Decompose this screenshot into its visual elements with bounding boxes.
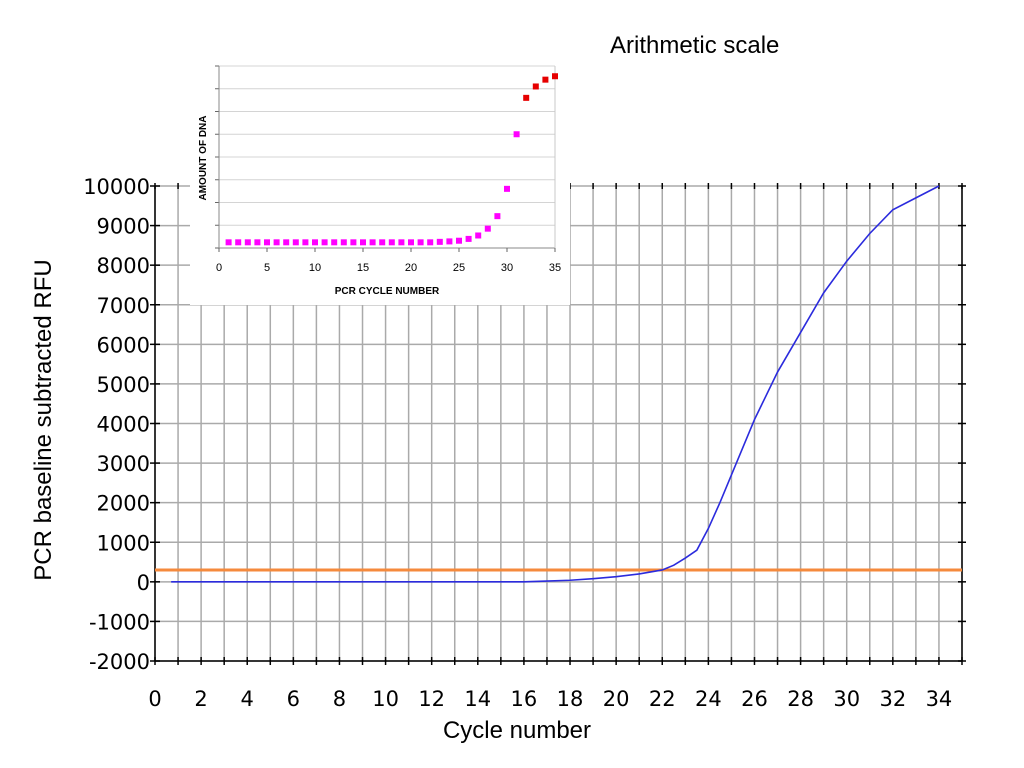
inset-point — [340, 239, 347, 246]
inset-point — [484, 225, 491, 232]
main-x-tick-label: 28 — [787, 687, 814, 711]
main-x-tick-label: 26 — [741, 687, 768, 711]
inset-point — [244, 239, 251, 246]
inset-x-tick-label: 30 — [501, 262, 513, 274]
inset-point — [388, 239, 395, 246]
inset-x-tick-labels: 0 5 10 15 20 25 30 35 — [216, 262, 561, 274]
main-x-tick-label: 6 — [287, 687, 300, 711]
inset-point — [350, 239, 357, 246]
main-y-tick-labels: -2000 -1000 0 1000 2000 3000 4000 5000 6000 7000 8… — [83, 175, 150, 674]
inset-x-tick-label: 20 — [405, 262, 417, 274]
inset-point — [292, 239, 299, 246]
inset-point — [283, 239, 290, 246]
main-x-axis-label: Cycle number — [442, 717, 592, 744]
inset-point — [273, 239, 280, 246]
inset-point — [513, 131, 520, 138]
inset-point — [379, 239, 386, 246]
inset-point — [321, 239, 328, 246]
inset-point — [427, 239, 434, 246]
main-y-axis-label: PCR baseline subtracted RFU — [30, 259, 57, 581]
inset-point — [532, 83, 539, 90]
main-y-tick-label: -1000 — [89, 610, 150, 634]
inset-x-tick-label: 5 — [264, 262, 270, 274]
main-x-tick-label: 22 — [649, 687, 676, 711]
inset-point — [225, 239, 232, 246]
inset-point — [312, 239, 318, 246]
main-y-tick-label: 9000 — [97, 215, 150, 239]
inset-point — [465, 235, 472, 242]
inset-chart: 0 5 10 15 20 25 30 35 PCR CYCLE NUMBER AMOUNT O… — [190, 60, 570, 305]
amplification-curve — [171, 185, 940, 583]
inset-x-tick-label: 0 — [216, 262, 222, 274]
inset-x-tick-label: 25 — [453, 262, 465, 274]
inset-point — [523, 94, 530, 101]
inset-point — [475, 232, 482, 239]
inset-point — [398, 239, 405, 246]
inset-x-tick-label: 35 — [549, 262, 561, 274]
main-x-tick-label: 12 — [418, 687, 445, 711]
main-x-tick-labels: 0 2 4 6 8 10 12 14 16 18 20 22 24 26 28 30 32 34 — [148, 687, 952, 711]
inset-point — [331, 239, 338, 246]
inset-point — [446, 238, 453, 245]
inset-point — [436, 238, 443, 245]
main-axes — [150, 183, 966, 665]
inset-point — [302, 239, 309, 246]
main-x-tick-label: 2 — [194, 687, 207, 711]
inset-axes — [215, 65, 556, 252]
inset-point — [542, 76, 549, 83]
inset-background — [190, 60, 570, 305]
main-series — [155, 185, 962, 583]
main-x-tick-label: 24 — [695, 687, 722, 711]
inset-point — [408, 239, 414, 246]
inset-x-tick-label: 10 — [309, 262, 321, 274]
main-y-tick-label: 10000 — [83, 175, 150, 199]
inset-point — [360, 239, 366, 246]
inset-points — [225, 73, 558, 246]
inset-point — [494, 213, 501, 220]
main-y-tick-label: 4000 — [97, 413, 150, 437]
main-x-tick-label: 14 — [464, 687, 491, 711]
main-x-tick-label: 10 — [372, 687, 399, 711]
inset-x-tick-label: 15 — [357, 262, 369, 274]
main-y-tick-label: 2000 — [97, 492, 150, 516]
main-x-tick-label: 18 — [557, 687, 584, 711]
inset-point — [369, 239, 376, 246]
inset-x-axis-label: PCR CYCLE NUMBER — [335, 286, 440, 297]
main-x-tick-label: 20 — [603, 687, 630, 711]
inset-point — [504, 185, 510, 192]
main-y-tick-label: 0 — [137, 571, 150, 595]
main-y-tick-label: 3000 — [97, 452, 150, 476]
main-x-tick-label: 30 — [833, 687, 860, 711]
main-x-tick-label: 0 — [148, 687, 161, 711]
page-title: Arithmetic scale — [610, 32, 780, 59]
inset-point — [254, 239, 261, 246]
inset-point — [456, 237, 462, 244]
inset-point — [235, 239, 242, 246]
main-y-tick-label: 1000 — [97, 531, 150, 555]
main-x-tick-label: 8 — [333, 687, 346, 711]
inset-point — [552, 73, 558, 80]
main-x-tick-label: 34 — [926, 687, 953, 711]
main-x-tick-label: 16 — [511, 687, 538, 711]
inset-y-axis-label: AMOUNT OF DNA — [198, 116, 209, 201]
main-y-tick-label: 5000 — [97, 373, 150, 397]
main-y-tick-label: 6000 — [97, 333, 150, 357]
main-y-tick-label: 7000 — [97, 294, 150, 318]
inset-point — [264, 239, 270, 246]
inset-point — [417, 239, 424, 246]
main-x-tick-label: 32 — [879, 687, 906, 711]
main-y-tick-label: -2000 — [89, 650, 150, 674]
main-x-tick-label: 4 — [241, 687, 254, 711]
main-y-tick-label: 8000 — [97, 254, 150, 278]
